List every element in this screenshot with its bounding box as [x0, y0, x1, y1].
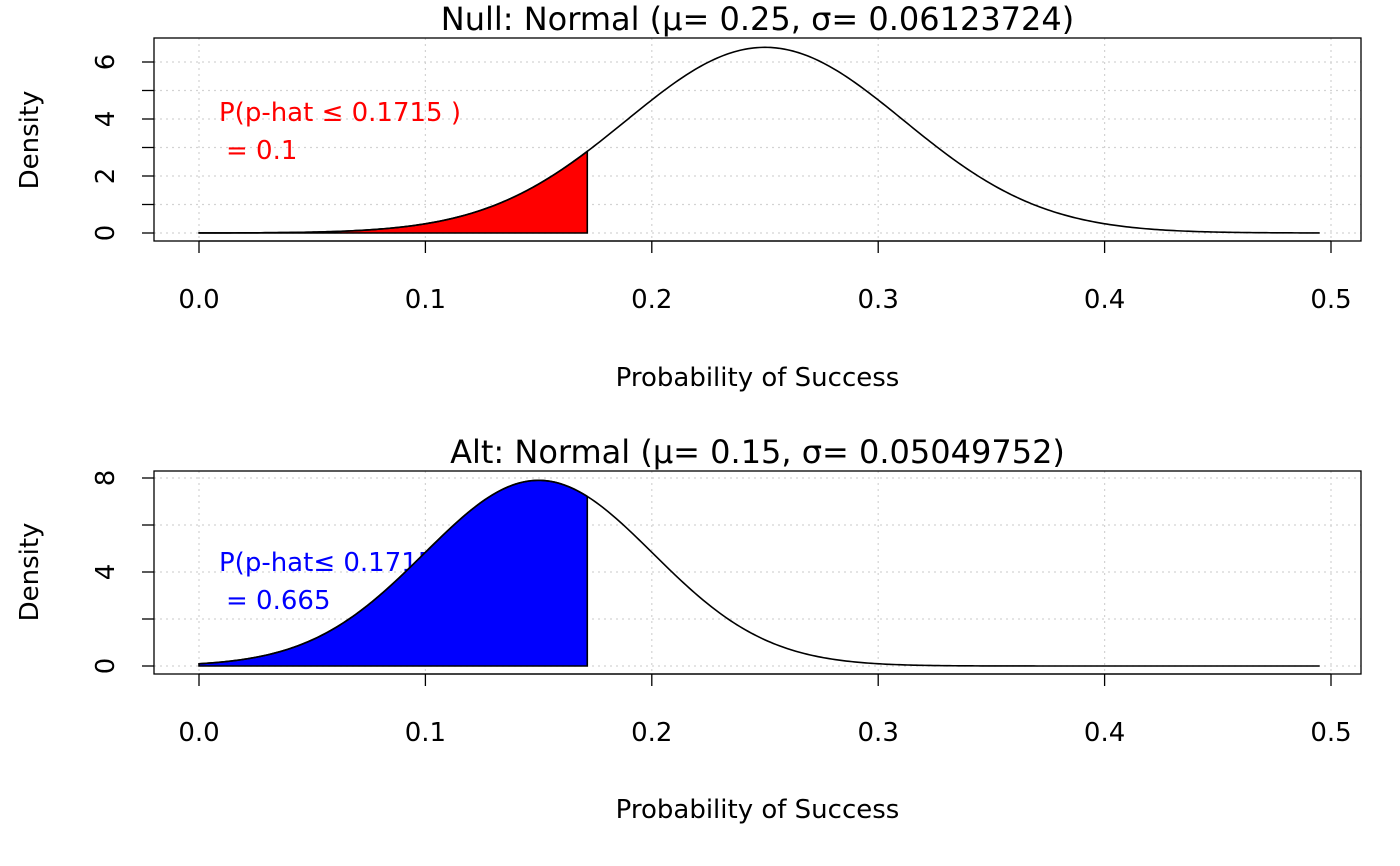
x-tick-label: 0.5: [1310, 285, 1351, 315]
x-tick-label: 0.1: [405, 718, 446, 748]
annotation-line-2: = 0.665: [226, 586, 330, 616]
density-curve: [198, 479, 1320, 667]
y-tick-label: 2: [91, 168, 121, 185]
annotation-line-2: = 0.1: [226, 136, 297, 166]
x-tick-label: 0.4: [1084, 718, 1125, 748]
null-distribution-panel: 0.0 0.1 0.2 0.3 0.4 0.5 Probability of Success…: [15, 0, 1362, 393]
x-tick-label: 0.0: [178, 718, 219, 748]
annotation-line-1: P(p-hat ≤ 0.1715 ): [219, 98, 461, 128]
y-tick-label: 0: [91, 658, 121, 675]
plot-frame: [153, 37, 1362, 242]
chart-title: Null: Normal (μ= 0.25, σ= 0.06123724): [441, 0, 1074, 38]
x-tick-label: 0.3: [858, 718, 899, 748]
x-tick-label: 0.1: [405, 285, 446, 315]
y-tick-label: 0: [91, 225, 121, 242]
x-axis-label: Probability of Success: [616, 363, 900, 393]
x-tick-label: 0.3: [858, 285, 899, 315]
x-axis: 0.0 0.1 0.2 0.3 0.4 0.5 Probability of Success: [178, 240, 1352, 393]
chart-title: Alt: Normal (μ= 0.15, σ= 0.05049752): [450, 433, 1065, 471]
density-curve: [198, 46, 1320, 234]
y-tick-label: 4: [91, 111, 121, 128]
y-axis-label: Density: [15, 91, 45, 190]
x-tick-label: 0.2: [631, 285, 672, 315]
x-tick-label: 0.2: [631, 718, 672, 748]
y-axis: 0 2 4 6 Density: [15, 54, 154, 242]
x-tick-label: 0.5: [1310, 718, 1351, 748]
x-axis-label: Probability of Success: [616, 795, 900, 825]
x-tick-label: 0.4: [1084, 285, 1125, 315]
grid: [154, 38, 1361, 241]
y-axis: 0 4 8 Density: [15, 470, 154, 675]
x-tick-label: 0.0: [178, 285, 219, 315]
y-tick-label: 4: [91, 564, 121, 581]
x-axis: 0.0 0.1 0.2 0.3 0.4 0.5 Probability of Success: [178, 673, 1352, 825]
y-tick-label: 6: [91, 54, 121, 71]
y-axis-label: Density: [15, 523, 45, 622]
y-tick-label: 8: [91, 470, 121, 487]
probability-annotation: P(p-hat ≤ 0.1715 ) = 0.1: [219, 98, 461, 166]
